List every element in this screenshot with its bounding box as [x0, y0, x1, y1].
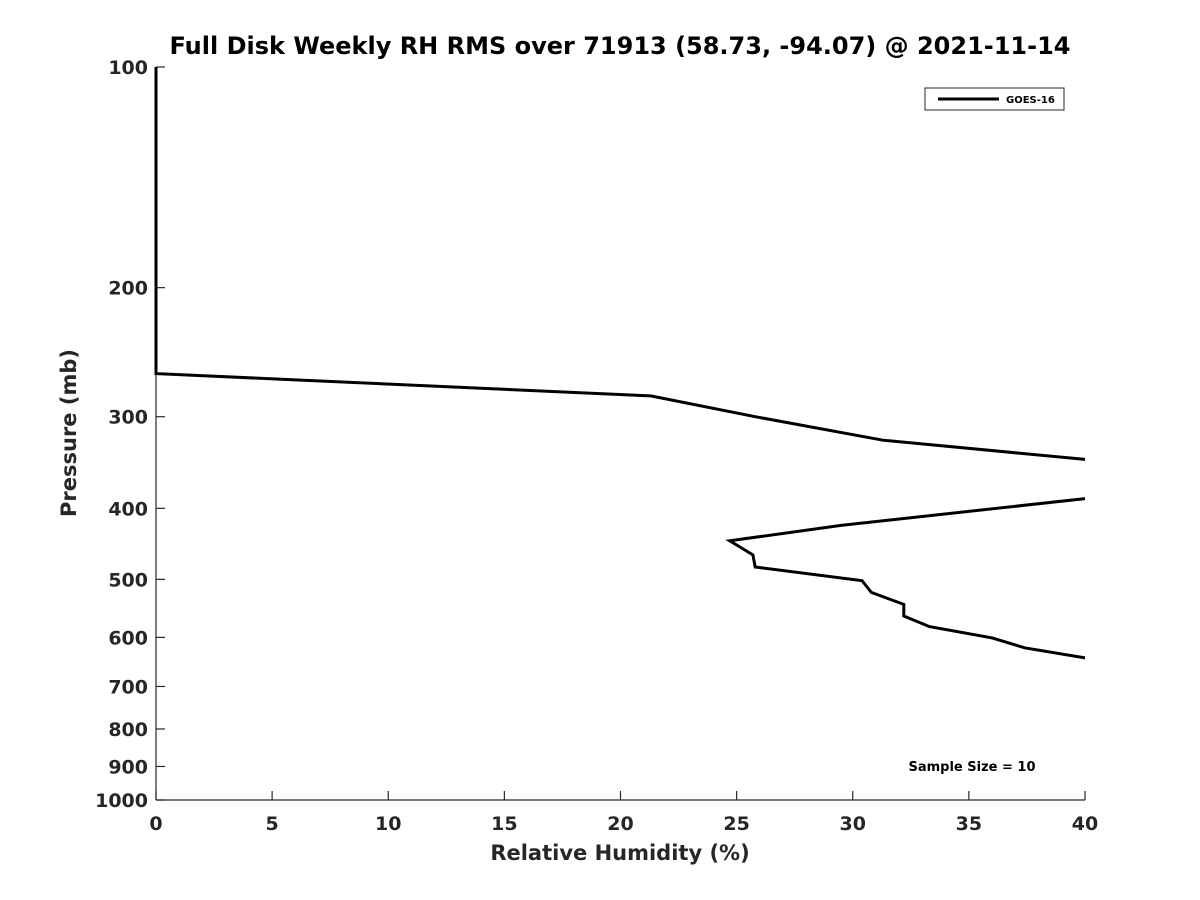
y-tick-label-500: 500 [108, 569, 148, 591]
x-tick-label-35: 35 [956, 813, 982, 835]
y-tick-label-1000: 1000 [95, 790, 148, 812]
y-tick-label-200: 200 [108, 278, 148, 300]
x-tick-label-15: 15 [491, 813, 517, 835]
plot-area [155, 67, 1085, 801]
y-tick-label-400: 400 [108, 498, 148, 520]
x-tick-label-20: 20 [607, 813, 633, 835]
y-tick-label-300: 300 [108, 407, 148, 429]
x-axis-label: Relative Humidity (%) [490, 841, 749, 865]
x-tick-label-40: 40 [1072, 813, 1098, 835]
x-tick-label-0: 0 [149, 813, 162, 835]
y-axis-ticks: 100 200 300 400 500 600 700 800 900 1000 [95, 57, 165, 812]
legend-entry-goes-16: GOES-16 [1006, 95, 1055, 106]
y-tick-label-800: 800 [108, 719, 148, 741]
y-tick-label-600: 600 [108, 627, 148, 649]
x-tick-label-10: 10 [375, 813, 401, 835]
y-axis-label: Pressure (mb) [57, 349, 81, 517]
x-tick-label-25: 25 [723, 813, 749, 835]
sample-size-annotation: Sample Size = 10 [908, 760, 1035, 775]
x-axis-ticks: 0 5 10 15 20 25 30 35 40 [149, 791, 1098, 835]
chart-title: Full Disk Weekly RH RMS over 71913 (58.7… [169, 32, 1070, 60]
x-tick-label-5: 5 [266, 813, 279, 835]
x-tick-label-30: 30 [840, 813, 866, 835]
series-line-0 [154, 67, 1086, 660]
legend: GOES-16 [924, 87, 1065, 111]
y-tick-label-700: 700 [108, 676, 148, 698]
series-layer [154, 67, 1086, 660]
y-tick-label-100: 100 [108, 57, 148, 79]
y-tick-label-900: 900 [108, 756, 148, 778]
